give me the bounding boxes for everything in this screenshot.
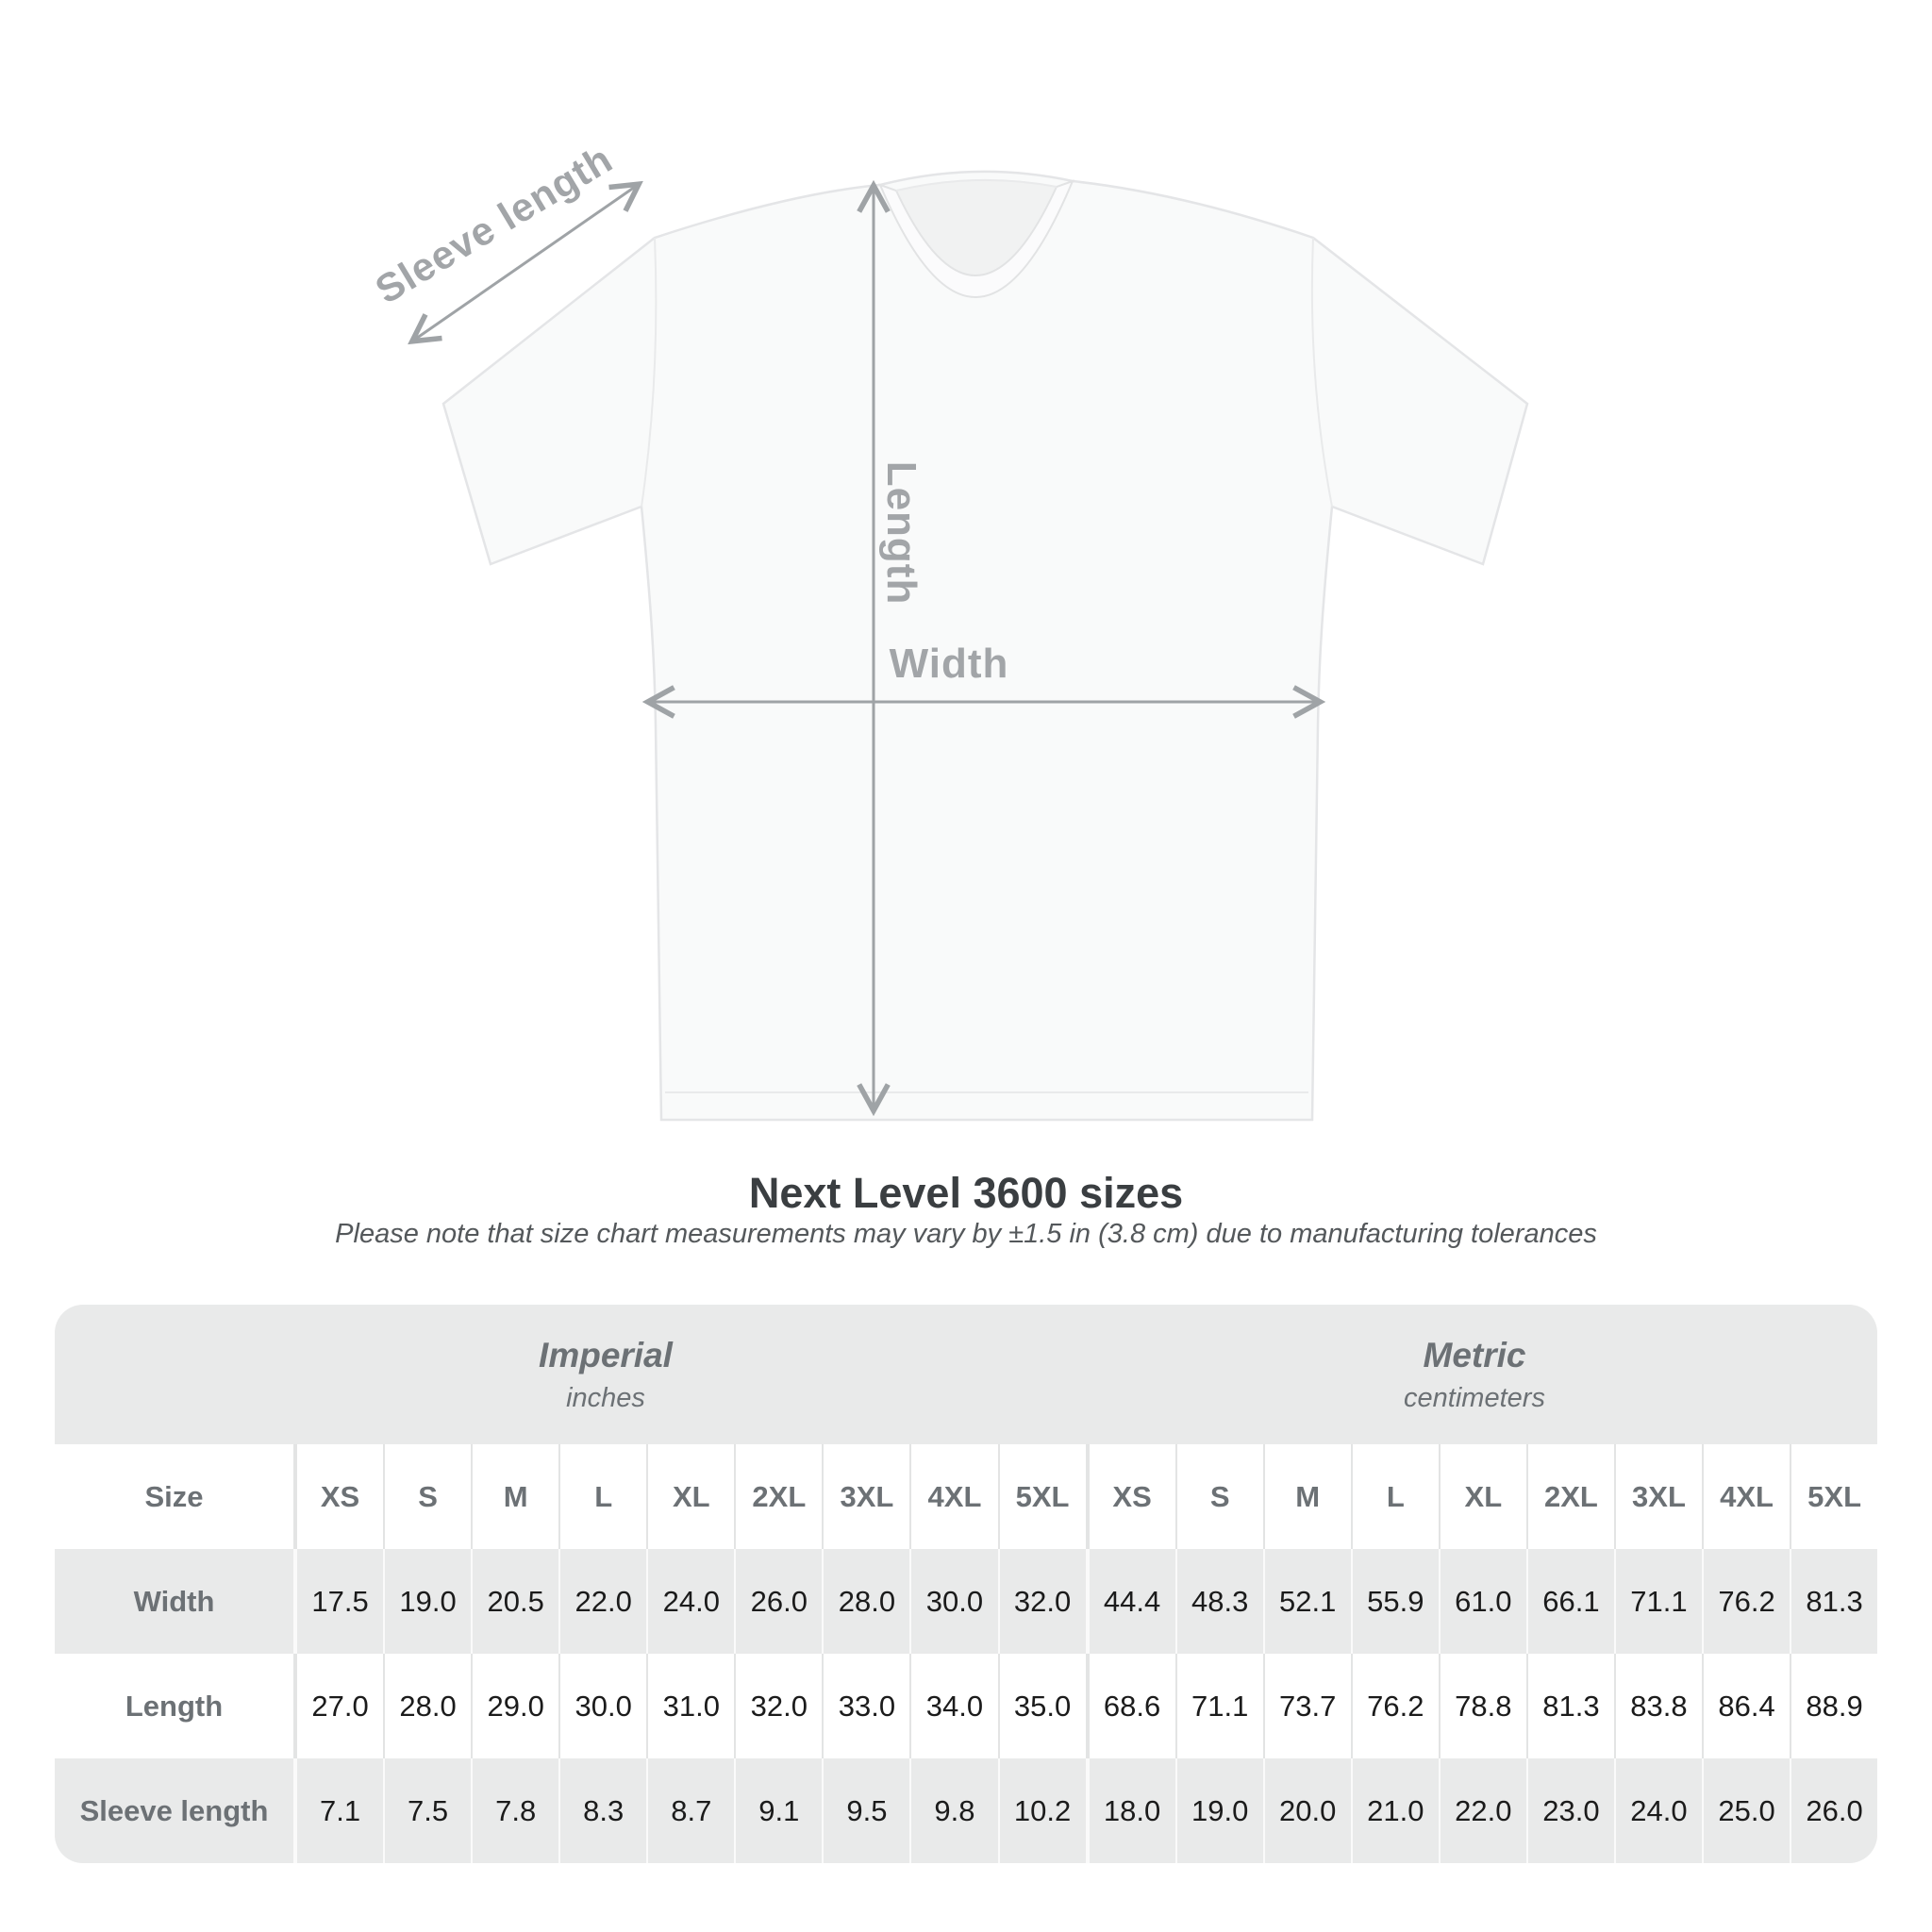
table-cell: 78.8 xyxy=(1438,1654,1526,1758)
table-cell: 44.4 xyxy=(1085,1549,1175,1654)
size-col-header: XS xyxy=(293,1444,383,1549)
size-col-header: S xyxy=(383,1444,471,1549)
size-col-header: 2XL xyxy=(734,1444,822,1549)
table-row-width: Width 17.5 19.0 20.5 22.0 24.0 26.0 28.0… xyxy=(55,1549,1877,1654)
table-cell: 25.0 xyxy=(1702,1758,1790,1863)
table-cell: 68.6 xyxy=(1085,1654,1175,1758)
table-cell: 9.5 xyxy=(822,1758,909,1863)
size-col-header: 3XL xyxy=(822,1444,909,1549)
table-cell: 35.0 xyxy=(997,1654,1086,1758)
tshirt-illustration: Sleeve length Length Width xyxy=(368,136,1529,1122)
tolerance-note: Please note that size chart measurements… xyxy=(335,1219,1597,1249)
size-header-label: Size xyxy=(144,1479,204,1513)
table-cell: 24.0 xyxy=(1613,1758,1702,1863)
table-cell: 66.1 xyxy=(1525,1549,1614,1654)
size-col-header: L xyxy=(558,1444,646,1549)
size-col-header: M xyxy=(1262,1444,1351,1549)
row-label: Width xyxy=(133,1584,215,1618)
table-cell: 76.2 xyxy=(1350,1654,1439,1758)
table-cell: 32.0 xyxy=(734,1654,822,1758)
unit-header-band: Imperial inches Metric centimeters xyxy=(55,1305,1877,1444)
size-col-header: XL xyxy=(646,1444,734,1549)
table-cell: 76.2 xyxy=(1702,1549,1790,1654)
table-cell: 20.5 xyxy=(471,1549,558,1654)
table-cell: 21.0 xyxy=(1350,1758,1439,1863)
table-cell: 26.0 xyxy=(1790,1758,1877,1863)
tshirt-measurement-diagram: Sleeve length Length Width xyxy=(368,136,1529,1122)
table-cell: 30.0 xyxy=(909,1549,997,1654)
table-cell: 55.9 xyxy=(1350,1549,1439,1654)
row-label: Sleeve length xyxy=(79,1793,269,1827)
table-row-sleeve-length: Sleeve length 7.1 7.5 7.8 8.3 8.7 9.1 9.… xyxy=(55,1758,1877,1863)
width-label: Width xyxy=(890,641,1009,687)
size-col-header: 4XL xyxy=(1702,1444,1790,1549)
table-cell: 26.0 xyxy=(734,1549,822,1654)
size-col-header: XS xyxy=(1085,1444,1175,1549)
table-cell: 7.5 xyxy=(383,1758,471,1863)
table-cell: 31.0 xyxy=(646,1654,734,1758)
size-col-header: 2XL xyxy=(1525,1444,1614,1549)
table-cell: 71.1 xyxy=(1613,1549,1702,1654)
table-cell: 7.8 xyxy=(471,1758,558,1863)
metric-unit: centimeters xyxy=(1404,1382,1545,1413)
table-cell: 52.1 xyxy=(1262,1549,1351,1654)
table-cell: 19.0 xyxy=(383,1549,471,1654)
imperial-unit: inches xyxy=(566,1382,645,1413)
table-cell: 83.8 xyxy=(1613,1654,1702,1758)
table-cell: 73.7 xyxy=(1262,1654,1351,1758)
table-cell: 9.8 xyxy=(909,1758,997,1863)
size-col-header: M xyxy=(471,1444,558,1549)
imperial-title: Imperial xyxy=(539,1336,673,1375)
table-cell: 27.0 xyxy=(293,1654,383,1758)
table-cell: 7.1 xyxy=(293,1758,383,1863)
table-cell: 32.0 xyxy=(997,1549,1086,1654)
sleeve-length-arrow xyxy=(413,185,638,341)
table-cell: 48.3 xyxy=(1174,1549,1263,1654)
size-col-header: XL xyxy=(1438,1444,1526,1549)
table-cell: 8.3 xyxy=(558,1758,646,1863)
table-cell: 19.0 xyxy=(1174,1758,1263,1863)
table-cell: 61.0 xyxy=(1438,1549,1526,1654)
table-cell: 33.0 xyxy=(822,1654,909,1758)
table-cell: 22.0 xyxy=(558,1549,646,1654)
table-cell: 28.0 xyxy=(822,1549,909,1654)
table-cell: 29.0 xyxy=(471,1654,558,1758)
size-col-header: 5XL xyxy=(1790,1444,1877,1549)
table-cell: 71.1 xyxy=(1174,1654,1263,1758)
table-cell: 23.0 xyxy=(1525,1758,1614,1863)
table-row-length: Length 27.0 28.0 29.0 30.0 31.0 32.0 33.… xyxy=(55,1654,1877,1758)
metric-header: Metric centimeters xyxy=(1404,1336,1545,1413)
table-cell: 81.3 xyxy=(1525,1654,1614,1758)
table-cell: 24.0 xyxy=(646,1549,734,1654)
table-cell: 30.0 xyxy=(558,1654,646,1758)
table-cell: 86.4 xyxy=(1702,1654,1790,1758)
size-table: Imperial inches Metric centimeters Size … xyxy=(55,1305,1877,1863)
imperial-header: Imperial inches xyxy=(539,1336,673,1413)
table-cell: 17.5 xyxy=(293,1549,383,1654)
table-cell: 88.9 xyxy=(1790,1654,1877,1758)
row-label: Length xyxy=(125,1689,224,1723)
table-cell: 81.3 xyxy=(1790,1549,1877,1654)
table-cell: 22.0 xyxy=(1438,1758,1526,1863)
table-cell: 34.0 xyxy=(909,1654,997,1758)
table-cell: 10.2 xyxy=(997,1758,1086,1863)
table-cell: 18.0 xyxy=(1085,1758,1175,1863)
size-col-header: 3XL xyxy=(1613,1444,1702,1549)
metric-title: Metric xyxy=(1423,1336,1526,1375)
table-cell: 8.7 xyxy=(646,1758,734,1863)
size-header-row: Size XS S M L XL 2XL 3XL 4XL 5XL XS S M … xyxy=(55,1444,1877,1549)
tshirt-shape xyxy=(441,170,1529,1122)
size-col-header: 5XL xyxy=(997,1444,1086,1549)
table-cell: 28.0 xyxy=(383,1654,471,1758)
size-col-header: S xyxy=(1174,1444,1263,1549)
size-col-header: L xyxy=(1350,1444,1439,1549)
page-title: Next Level 3600 sizes xyxy=(748,1169,1184,1217)
collar-band xyxy=(878,179,1074,298)
length-label: Length xyxy=(878,461,924,606)
table-cell: 9.1 xyxy=(734,1758,822,1863)
size-col-header: 4XL xyxy=(909,1444,997,1549)
table-cell: 20.0 xyxy=(1262,1758,1351,1863)
